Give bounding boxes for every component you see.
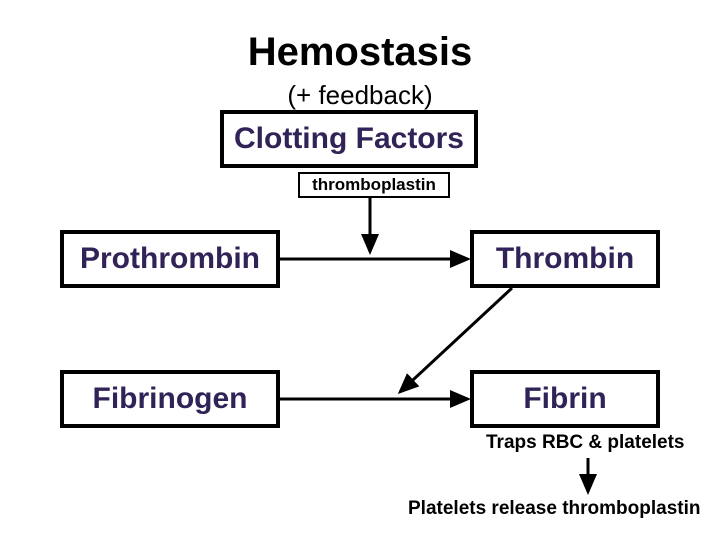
node-prothrombin: Prothrombin	[60, 230, 280, 288]
diagram-title: Hemostasis	[0, 30, 720, 75]
node-thrombin: Thrombin	[470, 230, 660, 288]
node-fibrin: Fibrin	[470, 370, 660, 428]
node-clotting-label: Clotting Factors	[234, 122, 464, 156]
caption-traps: Traps RBC & platelets	[486, 432, 685, 454]
node-prothrombin-label: Prothrombin	[80, 242, 260, 276]
caption-platelets-text: Platelets release thromboplastin	[408, 498, 701, 519]
caption-traps-text: Traps RBC & platelets	[486, 432, 685, 453]
subtitle-text: (+ feedback)	[287, 80, 432, 110]
diagram-subtitle: (+ feedback)	[0, 80, 720, 111]
node-thromboplastin-label: thromboplastin	[312, 175, 436, 195]
node-thrombin-label: Thrombin	[496, 242, 634, 276]
node-fibrinogen: Fibrinogen	[60, 370, 280, 428]
caption-platelets: Platelets release thromboplastin	[408, 498, 701, 520]
node-fibrinogen-label: Fibrinogen	[93, 382, 248, 416]
node-fibrin-label: Fibrin	[523, 382, 606, 416]
title-text: Hemostasis	[248, 30, 473, 74]
node-clotting-factors: Clotting Factors	[220, 110, 478, 168]
node-thromboplastin: thromboplastin	[298, 172, 450, 198]
